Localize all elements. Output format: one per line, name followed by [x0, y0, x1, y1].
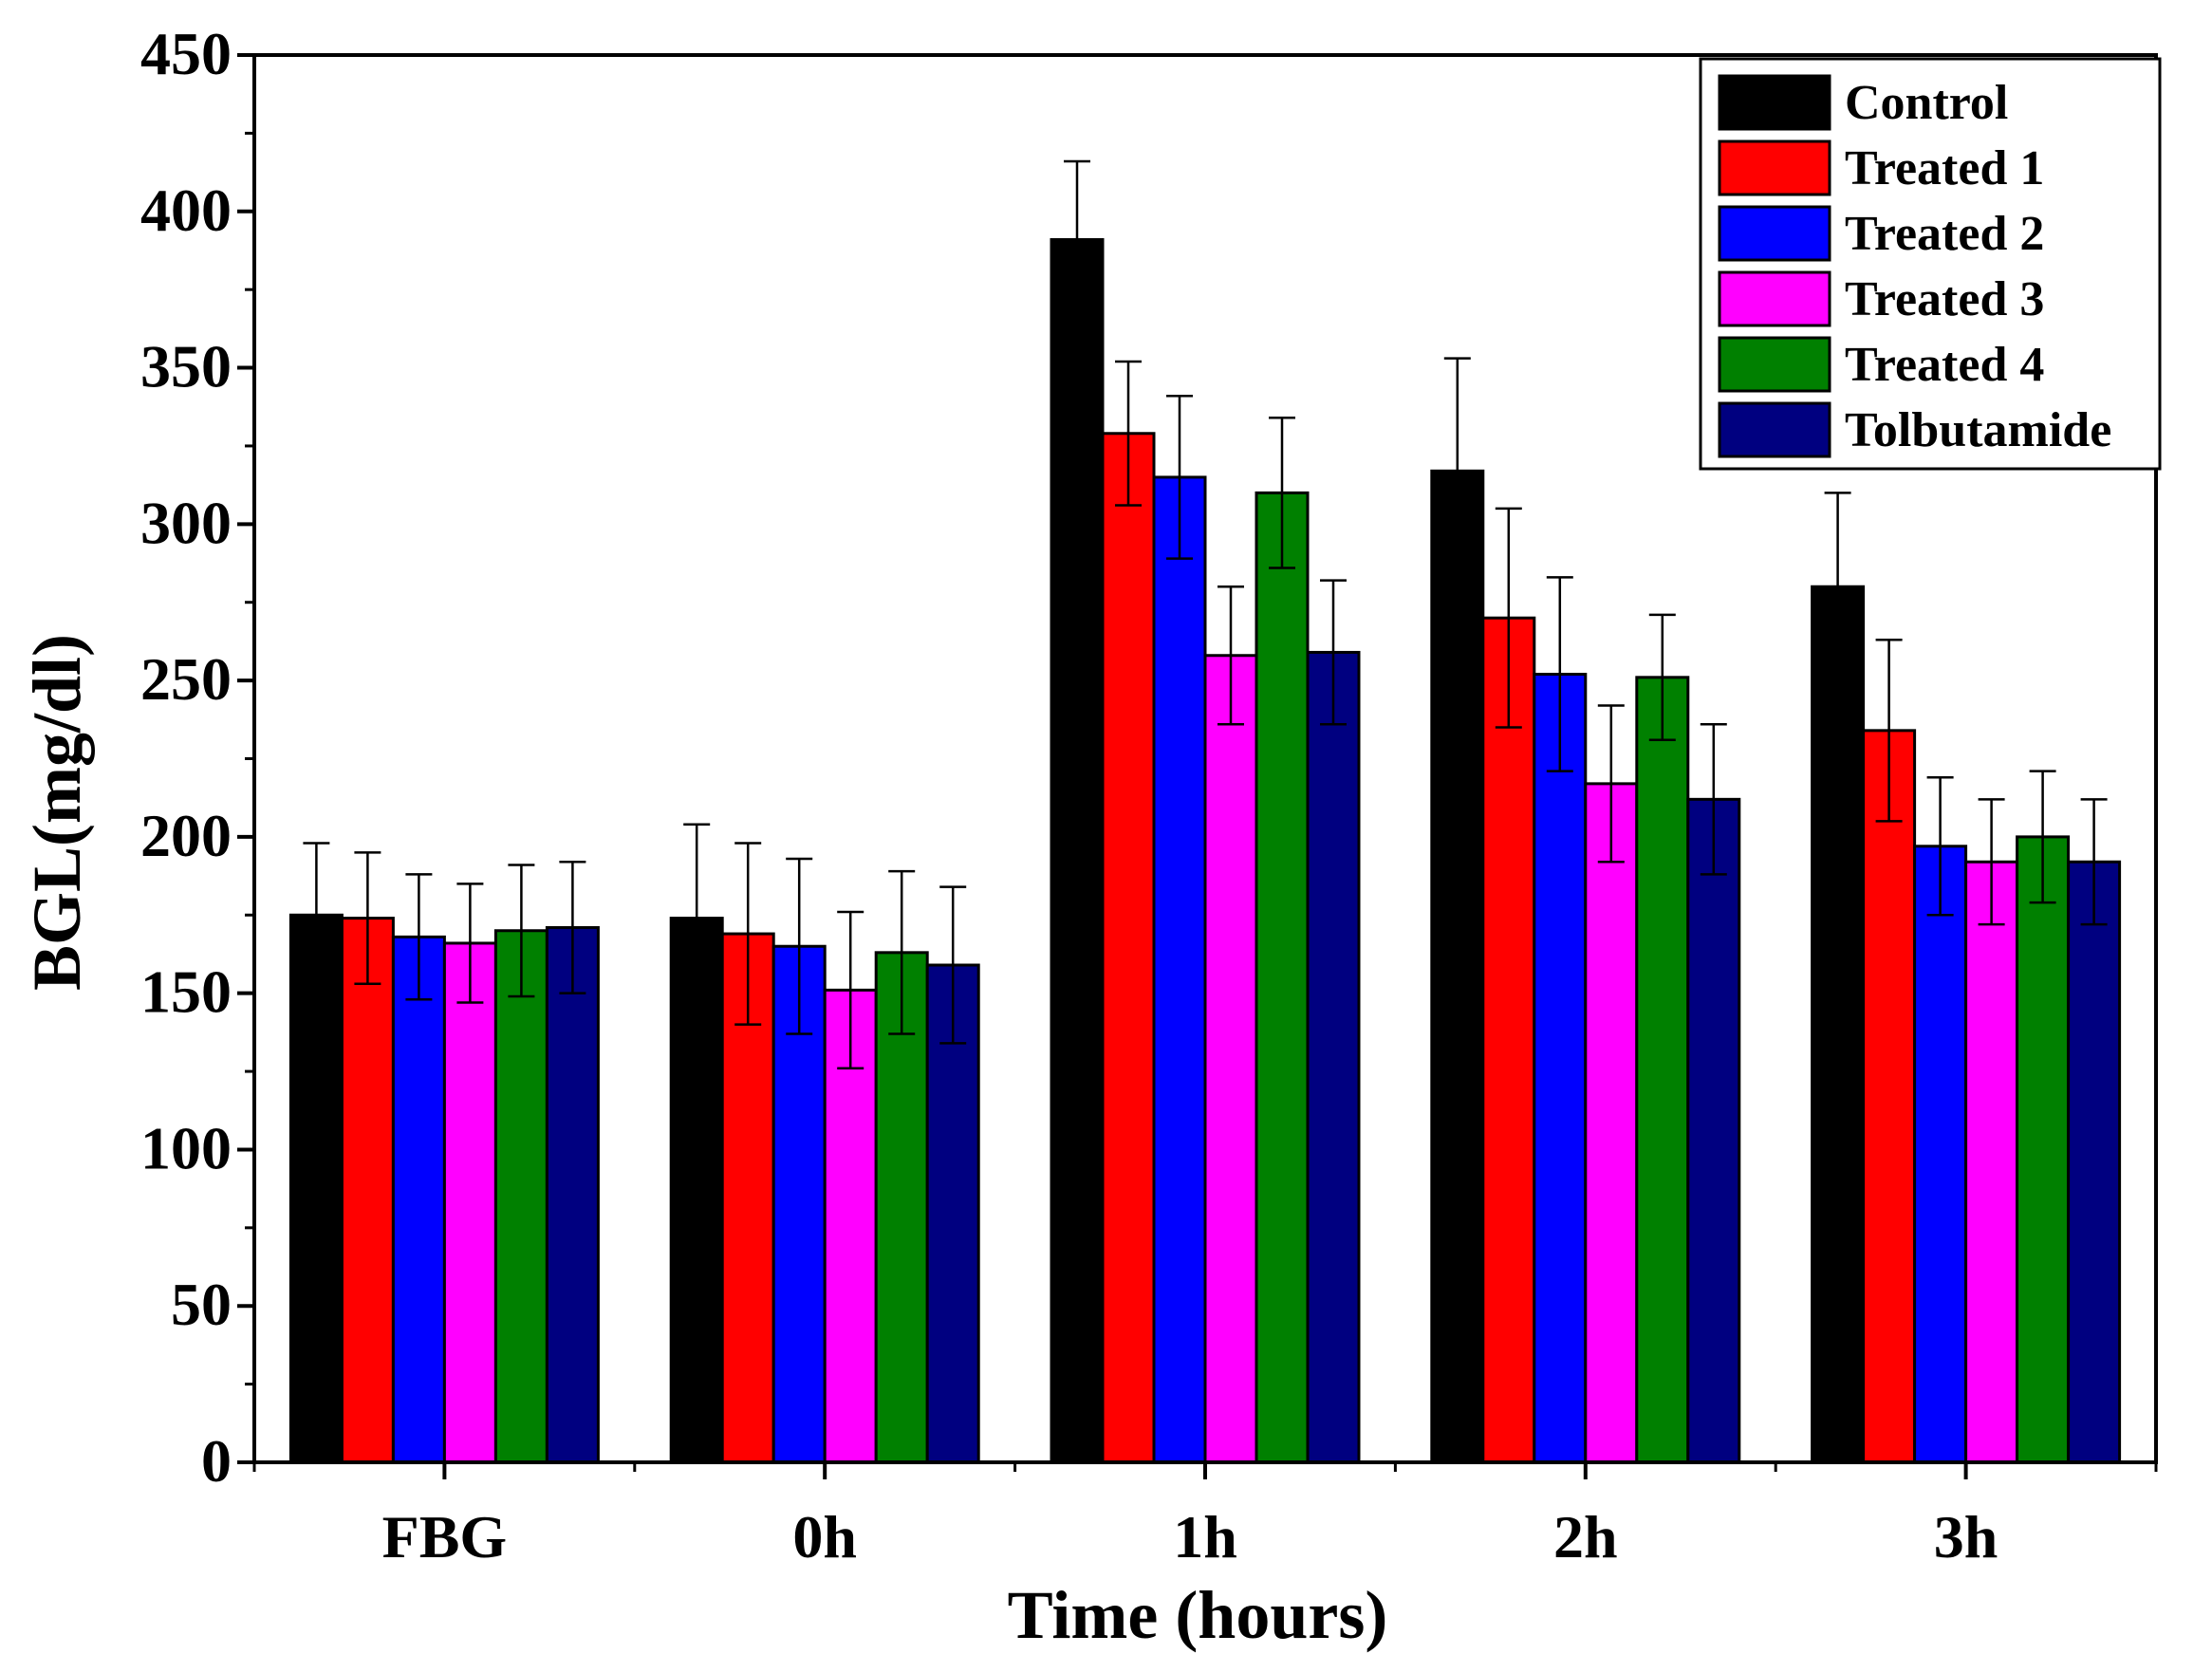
- bar-control-2h: [1430, 469, 1485, 1464]
- y-tick-label: 250: [140, 645, 232, 713]
- x-tick-label: 2h: [1553, 1503, 1618, 1570]
- legend-label: Treated 1: [1845, 141, 2044, 195]
- y-axis-title: BGL(mg/dl): [19, 634, 95, 991]
- bar-treated-1-fbg: [340, 917, 395, 1464]
- bar-treated-2-3h: [1913, 845, 1968, 1464]
- bar-control-3h: [1811, 585, 1866, 1464]
- axes-layer: 0 50 100 150 200 250 300 350 400 450 FBG 0h 1h 2h 3h: [140, 20, 2158, 1570]
- legend-swatch: [1718, 336, 1831, 393]
- bar-treated-1-1h: [1101, 432, 1156, 1464]
- x-axis-title: Time (hours): [1008, 1577, 1388, 1653]
- y-tick-label: 300: [140, 489, 232, 556]
- bar-treated-3-fbg: [442, 941, 497, 1464]
- y-tick-label: 450: [140, 20, 232, 87]
- bar-tolbutamide-fbg: [545, 925, 600, 1464]
- y-tick-label: 50: [171, 1271, 232, 1338]
- bar-treated-1-2h: [1481, 616, 1536, 1464]
- legend-box: [1699, 57, 2162, 471]
- bar-treated-2-fbg: [391, 935, 446, 1464]
- bar-tolbutamide-2h: [1686, 797, 1741, 1464]
- bar-treated-2-1h: [1152, 475, 1207, 1464]
- legend-swatch: [1718, 74, 1831, 131]
- legend-label: Treated 2: [1845, 207, 2044, 261]
- bar-treated-3-1h: [1203, 654, 1258, 1464]
- y-tick-label: 350: [140, 333, 232, 400]
- bar-tolbutamide-1h: [1306, 650, 1361, 1464]
- legend-swatch: [1718, 139, 1831, 196]
- bar-tolbutamide-0h: [925, 963, 980, 1464]
- bar-treated-4-1h: [1255, 491, 1310, 1464]
- bar-treated-1-3h: [1862, 729, 1917, 1464]
- y-tick-label: 100: [140, 1114, 232, 1181]
- bar-tolbutamide-3h: [2067, 860, 2122, 1464]
- legend-label: Treated 3: [1845, 272, 2044, 326]
- legend-swatch: [1718, 270, 1831, 327]
- bar-treated-4-3h: [2016, 835, 2071, 1464]
- y-tick-label: 200: [140, 802, 232, 869]
- bar-treated-2-2h: [1533, 673, 1588, 1464]
- legend-swatch: [1718, 205, 1831, 262]
- x-tick-label: 3h: [1934, 1503, 1998, 1570]
- legend-label: Treated 4: [1845, 338, 2044, 392]
- legend: Control Treated 1 Treated 2 Treated 3 Treate…: [1699, 57, 2162, 471]
- x-tick-label: 0h: [792, 1503, 857, 1570]
- bar-treated-3-2h: [1584, 782, 1639, 1464]
- x-tick-label: 1h: [1173, 1503, 1237, 1570]
- x-tick-label: FBG: [382, 1503, 508, 1570]
- bar-treated-4-2h: [1635, 676, 1690, 1464]
- bar-treated-3-3h: [1964, 860, 2019, 1464]
- y-tick-label: 0: [201, 1427, 232, 1495]
- bar-treated-4-fbg: [493, 929, 548, 1464]
- legend-swatch: [1718, 401, 1831, 458]
- legend-label: Tolbutamide: [1845, 403, 2111, 457]
- bar-control-1h: [1050, 237, 1105, 1464]
- bar-control-fbg: [288, 913, 344, 1464]
- y-tick-label: 400: [140, 177, 232, 244]
- marks-layer: [288, 159, 2122, 1464]
- y-tick-label: 150: [140, 958, 232, 1026]
- legend-label: Control: [1845, 76, 2008, 130]
